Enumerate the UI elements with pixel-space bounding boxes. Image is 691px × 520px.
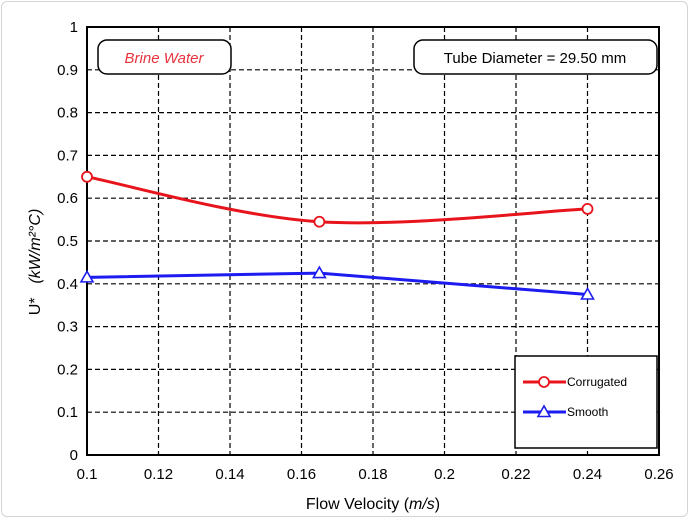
x-tick-label: 0.1 (77, 466, 98, 483)
diameter-annotation-box (413, 39, 658, 75)
x-tick-label: 0.14 (215, 466, 244, 483)
legend-marker-corrugated (538, 376, 550, 388)
x-tick-label: 0.18 (358, 466, 387, 483)
x-tick-label: 0.26 (644, 466, 673, 483)
x-tick-label: 0.24 (573, 466, 602, 483)
fluid-annotation: Brine Water (97, 39, 232, 75)
data-point-smooth (79, 269, 95, 283)
y-tick-label: 0.2 (57, 361, 78, 378)
plot-area-border (86, 26, 660, 456)
x-tick-label: 0.2 (434, 466, 455, 483)
y-tick-label: 0.9 (57, 62, 78, 79)
diameter-annotation: Tube Diameter = 29.50 mm (413, 39, 658, 75)
legend-marker-smooth (536, 404, 552, 418)
y-axis-title: U*(kW/m²°C) (27, 209, 44, 316)
y-tick-label: 0.4 (57, 276, 78, 293)
data-point-corrugated (81, 170, 93, 183)
fluid-annotation-box (97, 39, 232, 75)
y-tick-label: 0.5 (57, 233, 78, 250)
legend-label-smooth: Smooth (567, 405, 608, 419)
y-tick-label: 0.6 (57, 190, 78, 207)
data-point-smooth (311, 265, 327, 279)
x-tick-label: 0.12 (144, 466, 173, 483)
y-tick-label: 0.7 (57, 147, 78, 164)
data-point-corrugated (581, 202, 594, 215)
x-axis-title: Flow Velocity (m/s) (306, 496, 440, 513)
y-tick-labels: 0 0.1 0.2 0.3 0.4 0.5 0.6 0.7 0.8 0.9 1 (57, 19, 78, 464)
y-tick-label: 1 (70, 19, 78, 36)
legend-box (514, 355, 658, 449)
data-point-smooth (580, 286, 595, 300)
x-tick-label: 0.16 (287, 466, 316, 483)
y-tick-label: 0.1 (57, 404, 78, 421)
series-line-corrugated (86, 175, 588, 225)
y-tick-label: 0.8 (57, 105, 78, 122)
series-group (79, 170, 595, 300)
x-tick-labels: 0.1 0.12 0.14 0.16 0.18 0.2 0.22 0.24 0.26 (77, 466, 674, 483)
y-tick-label: 0.3 (57, 319, 78, 336)
legend: Corrugated Smooth (514, 355, 658, 449)
x-tick-label: 0.22 (501, 466, 530, 483)
fluid-annotation-text: Brine Water (125, 50, 205, 67)
diameter-annotation-text: Tube Diameter = 29.50 mm (444, 50, 626, 67)
data-point-corrugated (313, 215, 326, 228)
y-tick-label: 0 (70, 447, 78, 464)
legend-label-corrugated: Corrugated (567, 375, 627, 389)
